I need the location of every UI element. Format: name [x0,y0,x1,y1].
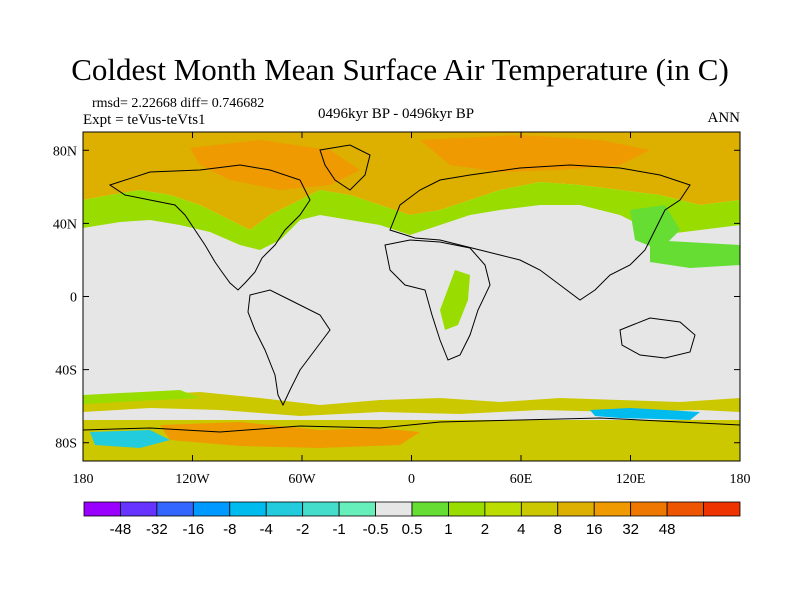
ross-cold-patch [590,408,700,420]
colorbar-swatch [484,501,522,517]
south-america-coast [247,289,331,407]
colorbar-label: -4 [260,521,273,538]
antarctic-cold-patch [90,430,170,448]
colorbar-label: 2 [481,521,489,538]
colorbar-swatch [302,501,340,517]
colorbar-swatch [448,501,486,517]
colorbar-label: -48 [110,521,132,538]
colorbar-label: -1 [332,521,345,538]
experiment-label: Expt = teVus-teVts1 [83,112,206,128]
colorbar-swatch [520,501,559,517]
australia-coast [619,317,696,359]
antarctic-coast-white [83,408,740,420]
colorbar-label: 0.5 [402,521,423,538]
colorbar-swatch [229,501,267,517]
colorbar-label: -16 [182,521,204,538]
colorbar-label: 32 [622,521,639,538]
colorbar-swatch [703,501,741,517]
colorbar-label: 8 [554,521,562,538]
colorbar-swatch [120,501,158,517]
siberia-hot-patch [420,135,650,172]
antarctica-coast [83,417,740,433]
colorbar: -48 -32 -16 -8 -4 -2 -1 -0.5 0.5 1 2 4 8 16 32 48 [83,501,741,538]
pacific-green-strip [650,240,740,268]
map-title: Coldest Month Mean Surface Air Temperatu… [71,52,729,87]
colorbar-swatch [338,501,376,517]
colorbar-swatch [630,501,668,517]
arctic-hot-patch [190,140,360,190]
lon-tick-label: 60E [510,472,533,487]
north-america-coast [108,164,311,291]
colorbar-swatch [192,501,231,517]
lat-tick-label: 40S [55,364,77,379]
africa-coast [384,239,491,361]
colorbar-label: -32 [146,521,168,538]
colorbar-swatch [375,501,413,517]
lat-tick-label: 80N [53,144,77,159]
colorbar-label: -0.5 [363,521,389,538]
southern-ocean-west-green [83,390,200,404]
colorbar-label: 16 [586,521,603,538]
colorbar-swatch [557,501,595,517]
colorbar-label: -8 [223,521,236,538]
lat-tick-label: 40N [53,217,77,232]
colorbar-label: 1 [444,521,452,538]
lon-tick-label: 180 [73,472,94,487]
europe-asia-coast [389,164,691,301]
colorbar-swatch [156,501,194,517]
nh-green-belt [83,182,740,250]
colorbar-label: 48 [659,521,676,538]
period-label: 0496kyr BP - 0496kyr BP [318,106,475,122]
axis-ticks: 180 120W 60W 0 60E 120E 180 80N 40N 0 40S 80S [53,132,751,487]
colorbar-swatch [265,501,304,517]
season-label: ANN [707,110,741,126]
coastlines [83,144,740,433]
lon-tick-label: 0 [408,472,415,487]
lon-tick-label: 120E [616,472,646,487]
colorbar-swatch [593,501,632,517]
colorbar-swatch [666,501,704,517]
rmsd-stats: rmsd= 2.22668 diff= 0.746682 [92,96,265,111]
lat-tick-label: 80S [55,437,77,452]
lon-tick-label: 120W [175,472,210,487]
lat-tick-label: 0 [70,291,77,306]
africa-patch [440,270,470,330]
colorbar-label: -2 [296,521,309,538]
map-field [83,132,740,461]
nw-pacific-patch [630,205,680,250]
antarctic-interior-hot [160,422,420,448]
colorbar-swatch [411,501,449,517]
lon-tick-label: 60W [288,472,316,487]
greenland-coast [319,144,371,191]
colorbar-label: 4 [517,521,525,538]
colorbar-swatch [83,501,121,517]
lon-tick-label: 180 [730,472,751,487]
